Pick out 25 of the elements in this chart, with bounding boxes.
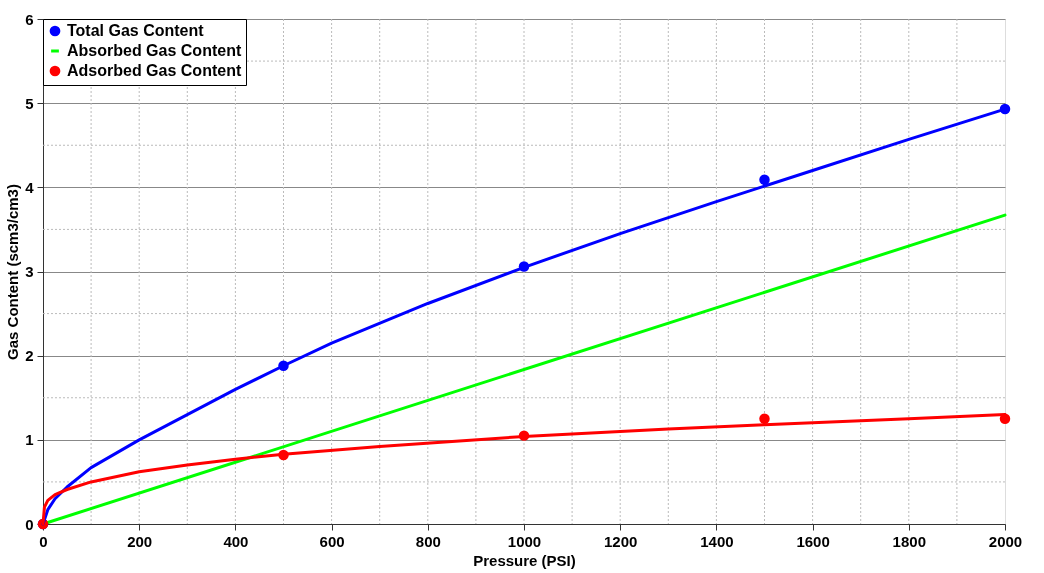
y-tick-label: 6 — [25, 10, 34, 28]
point — [759, 413, 770, 425]
y-tick-label: 1 — [25, 431, 34, 449]
x-tick-label: 2000 — [988, 532, 1023, 550]
x-tick-label: 200 — [127, 532, 153, 550]
x-tick-label: 1400 — [700, 532, 734, 550]
y-tick-label: 2 — [25, 347, 34, 365]
x-tick-label: 600 — [319, 532, 345, 550]
x-axis-title: Pressure (PSI) — [473, 551, 576, 569]
y-tick-label: 0 — [25, 515, 34, 533]
legend-label: Adsorbed Gas Content — [67, 62, 242, 79]
y-tick-label: 4 — [25, 178, 35, 196]
y-tick-label: 3 — [25, 263, 34, 280]
x-tick-label: 1200 — [604, 532, 638, 550]
x-tick-label: 400 — [223, 532, 249, 550]
legend-label: Total Gas Content — [67, 22, 205, 39]
y-tick-label: 5 — [25, 94, 34, 112]
legend-label: Absorbed Gas Content — [67, 42, 242, 59]
x-tick-label: 1600 — [796, 532, 830, 550]
x-tick-label: 1800 — [892, 532, 926, 550]
x-tick-label: 0 — [39, 532, 48, 550]
point — [759, 174, 770, 185]
x-tick-label: 1000 — [507, 532, 542, 550]
x-tick-label: 800 — [415, 532, 441, 550]
y-axis-title: Gas Content (scm3/cm3) — [4, 184, 22, 360]
